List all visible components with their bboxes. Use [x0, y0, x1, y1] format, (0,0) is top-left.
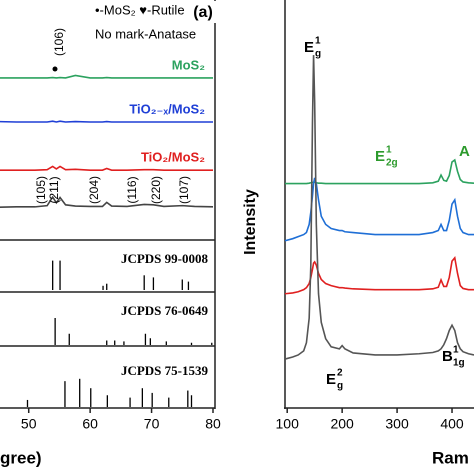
peak-label: (116): [125, 176, 139, 203]
series-line: [284, 55, 474, 360]
peak-label: (106): [52, 28, 66, 56]
peak-label-sub: g: [315, 49, 321, 60]
x-axis-label: Ram: [432, 448, 469, 467]
x-tick-label: 80: [205, 416, 221, 432]
series-line: [285, 158, 474, 185]
peak-label: B: [442, 348, 453, 365]
peak-label: E: [375, 148, 385, 165]
series-line: [0, 74, 213, 79]
series-label: MoS₂: [172, 57, 205, 72]
y-axis-label: Intensity: [242, 189, 259, 255]
peak-label-sup: 1: [453, 345, 459, 356]
peak-label-sub: g: [337, 381, 343, 392]
series-line: [0, 165, 213, 171]
pattern-label: JCPDS 76-0649: [121, 303, 209, 318]
peak-label: A: [459, 143, 470, 160]
legend-line: •-MoS₂ ♥-Rutile: [95, 2, 185, 17]
peak-label: (107): [177, 176, 191, 204]
label-box: [190, 1, 216, 23]
pattern-label: JCPDS 75-1539: [121, 363, 209, 378]
peak-label: E: [326, 371, 336, 388]
panel-label: (a): [193, 4, 213, 21]
peak-label-sup: 1: [386, 145, 392, 156]
x-tick-label: 100: [276, 416, 300, 432]
peak-label: E: [304, 39, 314, 56]
peak-label: (204): [87, 176, 101, 204]
series-line: [0, 120, 213, 123]
x-tick-label: 70: [144, 416, 160, 432]
peak-label-sup: 1: [315, 36, 321, 47]
peak-label-sub: 2g: [386, 158, 398, 169]
mos2-marker: [52, 66, 58, 72]
peak-label: (220): [149, 176, 163, 204]
x-tick-label: 300: [385, 416, 409, 432]
peak-label: (211): [47, 176, 61, 203]
peak-label-sub: 1g: [453, 358, 465, 369]
series-label: TiO₂₋ₓ/MoS₂: [129, 101, 205, 116]
series-label: TiO₂/MoS₂: [141, 149, 205, 164]
pattern-label: JCPDS 99-0008: [121, 251, 209, 266]
x-tick-label: 200: [330, 416, 354, 432]
x-tick-label: 60: [82, 416, 98, 432]
legend-line: No mark-Anatase: [95, 26, 196, 41]
peak-label: (105): [34, 176, 48, 204]
x-tick-label: 400: [440, 416, 464, 432]
series-line: [0, 195, 214, 209]
x-tick-label: 50: [21, 416, 37, 432]
peak-label-sup: 2: [337, 368, 343, 379]
x-axis-label: gree): [0, 448, 42, 467]
series-line: [284, 177, 474, 242]
